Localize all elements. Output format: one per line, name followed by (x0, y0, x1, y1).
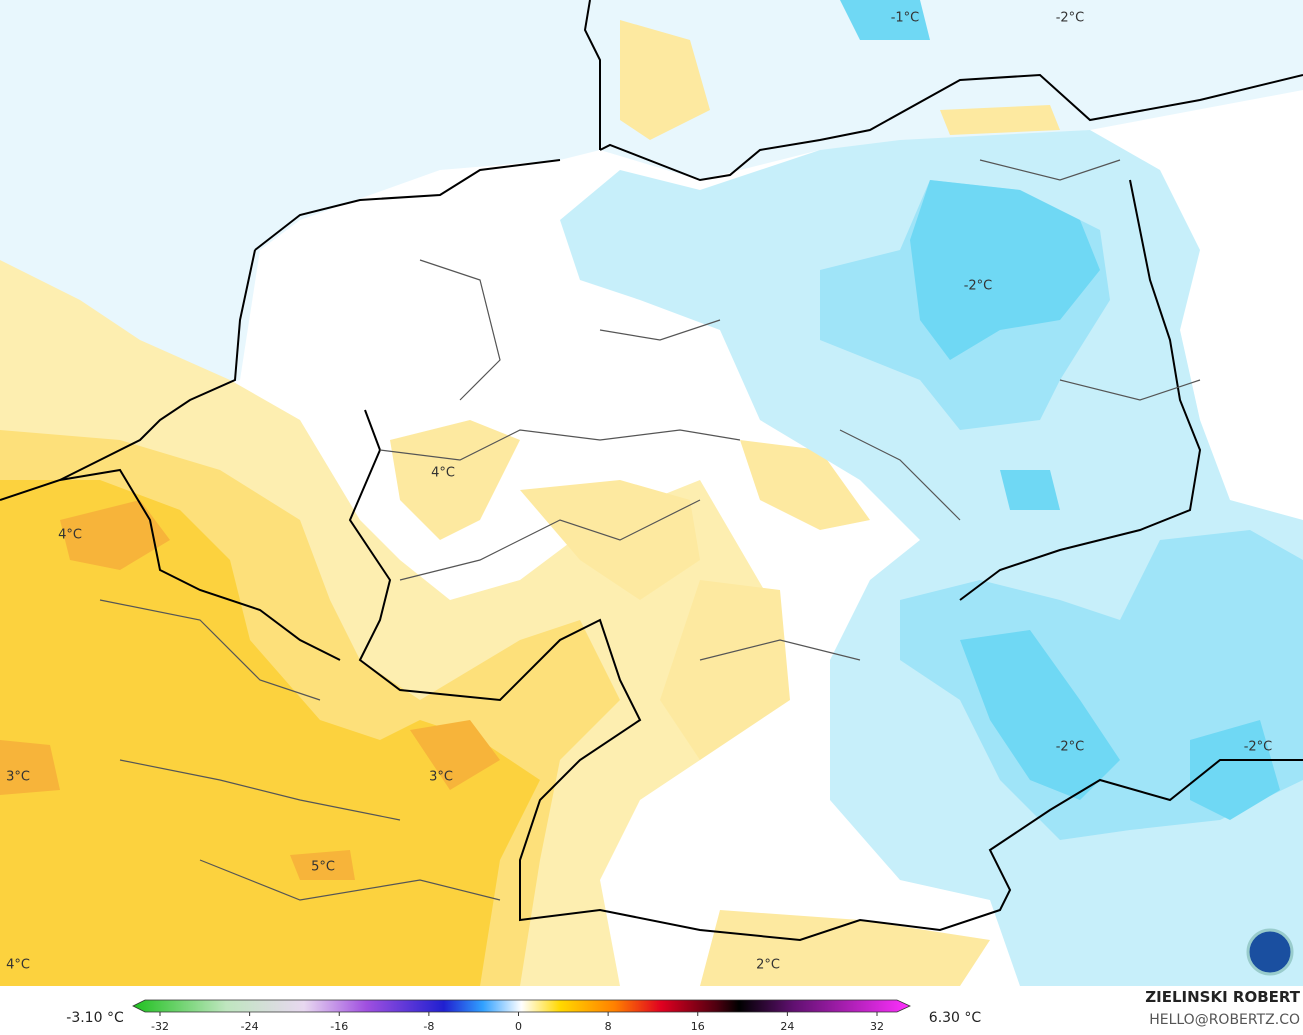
email: HELLO@ROBERTZ.CO (1149, 1012, 1300, 1028)
tick-label: 16 (691, 1020, 705, 1033)
tick-label: 32 (870, 1020, 884, 1033)
legend: -3.10 °C 6.30 °C ZIELINSKI ROBERT HELLO@… (66, 988, 1300, 1033)
temp-label: 5°C (311, 860, 335, 875)
tick-label: -8 (423, 1020, 434, 1033)
map: -1°C -2°C -2°C 4°C 4°C 3°C 3°C 5°C -2°C … (0, 0, 1303, 986)
legend-min: -3.10 °C (66, 1010, 124, 1026)
tick-label: -16 (330, 1020, 348, 1033)
temp-label: -2°C (1056, 740, 1085, 755)
noaa-logo (1246, 928, 1294, 976)
temp-label: 4°C (58, 528, 82, 543)
temp-label: 2°C (756, 958, 780, 973)
temp-label: -1°C (891, 11, 920, 26)
country-border (59, 179, 1303, 942)
color-bar (132, 999, 911, 1013)
temp-label: 3°C (6, 770, 30, 785)
tick-label: 24 (780, 1020, 794, 1033)
coastline (0, 0, 1303, 501)
temp-label: -2°C (1244, 740, 1273, 755)
cold-area (840, 0, 1280, 820)
temp-label: 3°C (429, 770, 453, 785)
temp-label: 4°C (431, 466, 455, 481)
tick-label: -32 (151, 1020, 169, 1033)
region-border (99, 159, 1201, 901)
tick-label: 0 (515, 1020, 522, 1033)
temp-label: 4°C (6, 958, 30, 973)
temp-label: -2°C (1056, 11, 1085, 26)
tick-label: -24 (241, 1020, 259, 1033)
tick-label: 8 (605, 1020, 612, 1033)
temp-label: -2°C (964, 279, 993, 294)
author: ZIELINSKI ROBERT (1145, 988, 1300, 1006)
legend-max: 6.30 °C (929, 1010, 982, 1026)
warm-area (390, 20, 1060, 986)
